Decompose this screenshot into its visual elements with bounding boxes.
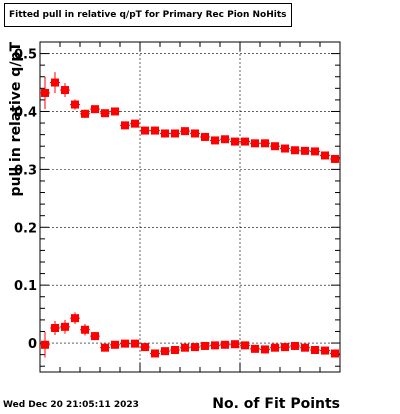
data-point: [231, 137, 239, 146]
data-point: [261, 139, 269, 148]
y-tick-label: 0.1: [14, 279, 37, 294]
data-point: [231, 340, 239, 349]
data-point: [171, 346, 179, 354]
x-axis: [39, 42, 341, 372]
data-point: [161, 347, 169, 356]
y-axis-label: pull in relative q/pT: [8, 42, 24, 197]
data-point: [271, 343, 279, 352]
data-point: [51, 324, 59, 332]
data-point: [81, 325, 89, 334]
data-point: [221, 340, 229, 349]
data-point: [191, 343, 199, 352]
data-point: [201, 132, 209, 141]
data-point: [171, 129, 179, 138]
data-point: [151, 126, 159, 135]
data-point: [101, 343, 109, 352]
data-point: [291, 341, 299, 350]
y-tick-label: 0: [28, 337, 37, 352]
chart-title: Fitted pull in relative q/pT for Primary…: [4, 3, 292, 27]
data-point: [41, 340, 49, 349]
grid: [40, 42, 340, 372]
data-point: [281, 144, 289, 153]
data-point: [111, 107, 119, 116]
data-point: [271, 142, 279, 151]
data-point: [161, 129, 169, 138]
data-point: [301, 146, 309, 155]
data-point: [91, 105, 99, 114]
data-point: [121, 339, 129, 348]
data-point: [51, 78, 59, 87]
data-point: [311, 147, 319, 156]
data-point: [141, 343, 149, 352]
data-point: [131, 119, 139, 128]
data-series: [40, 72, 340, 358]
series-1: [40, 312, 340, 358]
data-point: [281, 343, 289, 352]
data-point: [331, 349, 339, 358]
data-point: [181, 127, 189, 136]
data-point: [301, 343, 309, 352]
data-point: [291, 146, 299, 155]
data-point: [241, 341, 249, 350]
data-point: [321, 346, 329, 355]
data-point: [131, 339, 139, 348]
data-point: [111, 340, 119, 349]
data-point: [261, 345, 269, 354]
data-point: [71, 314, 79, 323]
data-point: [221, 135, 229, 144]
plot-frame: [39, 41, 341, 373]
data-point: [91, 332, 99, 341]
data-point: [121, 121, 129, 130]
data-point: [71, 100, 79, 109]
data-point: [211, 341, 219, 350]
y-axis: 0 0.1 0.2 0.3 0.4 0.5: [14, 48, 340, 367]
data-point: [101, 109, 109, 118]
data-point: [81, 109, 89, 118]
data-point: [311, 346, 319, 354]
data-point: [61, 86, 69, 95]
data-point: [201, 341, 209, 350]
data-point: [251, 139, 259, 148]
data-point: [151, 349, 159, 358]
data-point: [181, 343, 189, 352]
x-axis-label: No. of Fit Points: [212, 396, 340, 412]
data-point: [321, 151, 329, 160]
data-point: [211, 136, 219, 145]
data-point: [251, 344, 259, 353]
data-point: [61, 322, 69, 331]
data-point: [191, 129, 199, 138]
y-tick-label: 0.2: [14, 221, 37, 236]
y-tick-label: 0.4: [14, 105, 37, 120]
y-tick-label: 0.5: [14, 48, 37, 63]
data-point: [41, 88, 49, 97]
data-point: [241, 137, 249, 146]
data-point: [331, 154, 339, 163]
y-tick-label: 0.3: [14, 163, 37, 178]
series-0: [40, 72, 340, 163]
data-point: [141, 126, 149, 135]
timestamp: Wed Dec 20 21:05:11 2023: [3, 400, 139, 410]
